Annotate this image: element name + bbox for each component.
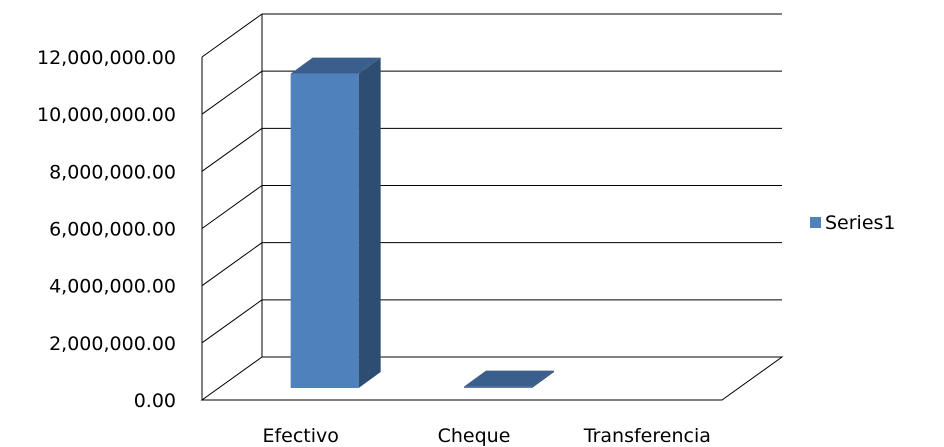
y-tick-label: 0.00: [134, 390, 176, 412]
x-axis-category-labels: Efectivo Cheque Transferencia: [262, 425, 710, 447]
legend: Series1: [810, 212, 896, 234]
gridline-wall: [201, 13, 263, 58]
gridlines: [201, 13, 782, 344]
bar-front: [290, 73, 359, 388]
gridline-wall: [201, 127, 263, 172]
y-tick-label: 2,000,000.00: [49, 333, 176, 355]
y-tick-label: 4,000,000.00: [49, 276, 176, 298]
legend-swatch-series1: [810, 217, 821, 228]
legend-label-series1: Series1: [825, 212, 896, 234]
bar-top: [464, 370, 554, 387]
y-tick-label: 8,000,000.00: [49, 161, 176, 183]
y-tick-label: 12,000,000.00: [37, 47, 176, 69]
category-label: Transferencia: [583, 425, 711, 447]
bar-efectivo: [290, 57, 381, 388]
y-tick-label: 10,000,000.00: [37, 104, 176, 126]
gridline-wall: [201, 242, 263, 287]
bars: [290, 57, 554, 388]
category-label: Cheque: [438, 425, 511, 447]
category-label: Efectivo: [262, 425, 338, 447]
gridline-wall: [201, 185, 263, 229]
gridline-wall: [201, 299, 263, 344]
gridline-wall: [201, 70, 263, 115]
chart-walls: [200, 14, 784, 401]
bar-front: [464, 386, 532, 388]
bar-side: [358, 57, 381, 388]
bar-top: [290, 57, 381, 74]
y-axis-tick-labels: 0.00 2,000,000.00 4,000,000.00 6,000,000.00…: [37, 47, 176, 412]
bar-cheque: [464, 370, 554, 388]
bar-side: [532, 370, 554, 388]
y-tick-label: 6,000,000.00: [49, 219, 176, 241]
